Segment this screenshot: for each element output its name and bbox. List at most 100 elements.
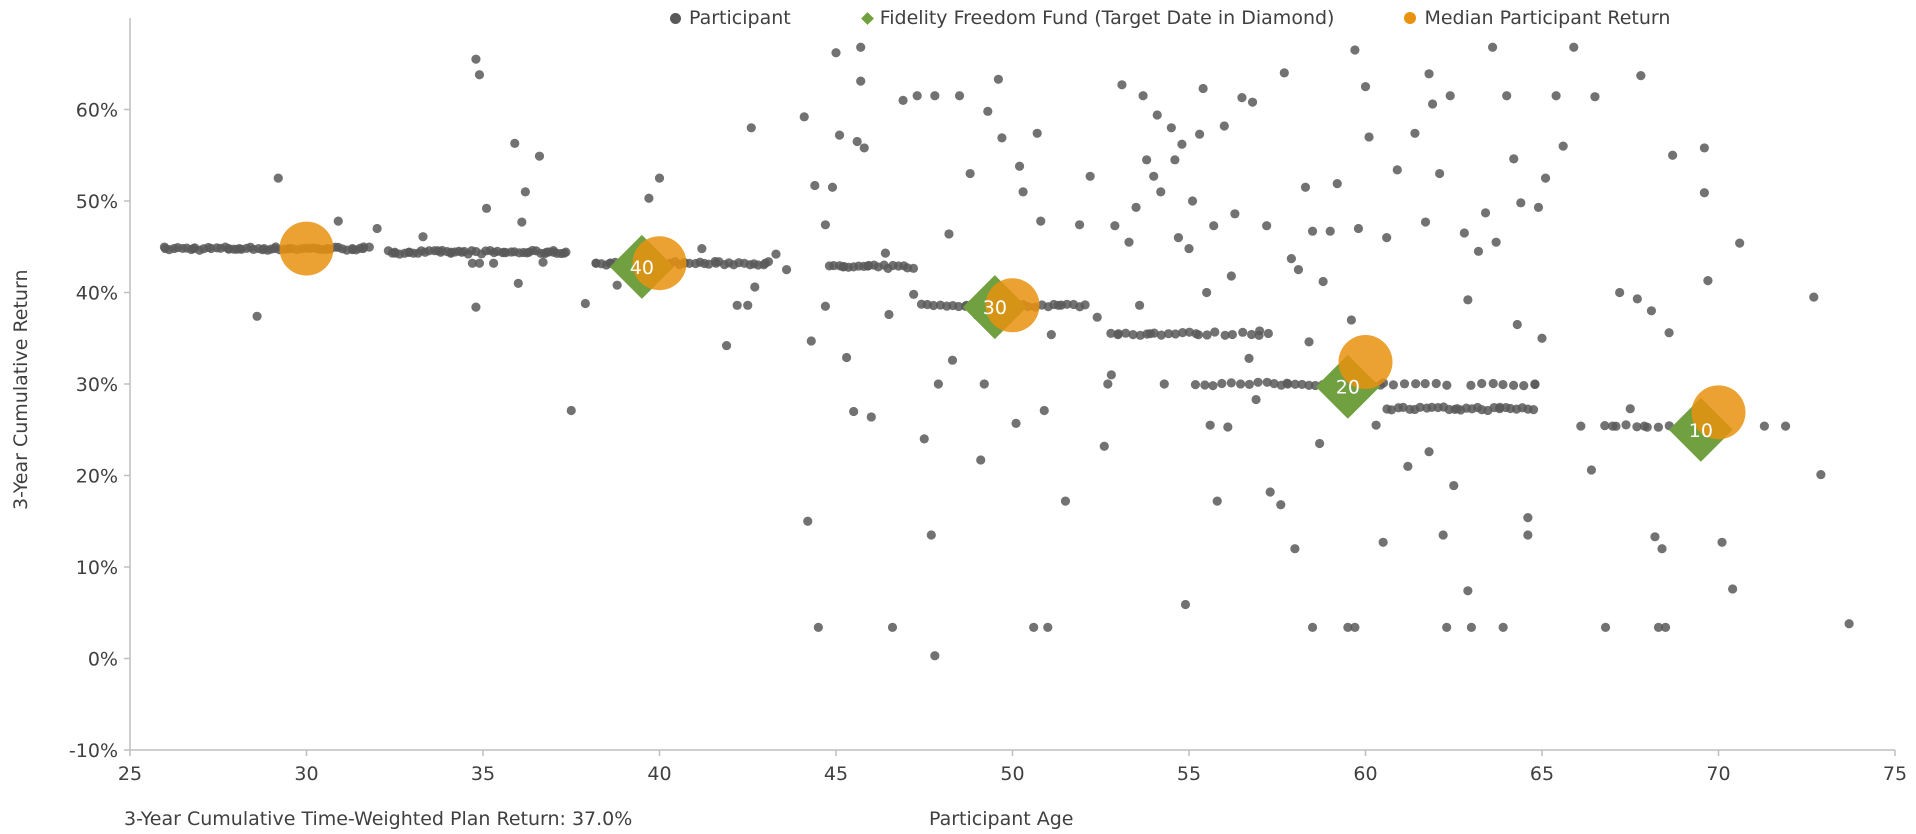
y-tick-label: 40% <box>76 283 118 305</box>
participant-point <box>1187 196 1198 206</box>
participant-point <box>1509 154 1519 164</box>
participant-point <box>863 261 873 271</box>
participant-point <box>1445 91 1455 101</box>
participant-point <box>1121 328 1131 338</box>
participant-point <box>1156 330 1166 340</box>
participant-point <box>1110 221 1120 231</box>
participant-point <box>234 243 245 254</box>
participant-point <box>1180 599 1191 610</box>
participant-point <box>1466 622 1476 632</box>
participant-point <box>520 187 530 197</box>
participant-point <box>810 180 820 191</box>
participant-point <box>524 247 534 257</box>
x-tick-labels: 25 30 35 40 45 50 55 60 65 70 75 <box>118 750 1907 785</box>
participant-point <box>1255 326 1265 336</box>
median-circle <box>632 236 687 291</box>
participant-point <box>1780 421 1791 431</box>
participant-point <box>852 136 862 147</box>
participant-point <box>1528 405 1539 415</box>
participant-point <box>559 248 569 258</box>
participant-point <box>930 651 940 661</box>
participant-point <box>1238 327 1248 337</box>
participant-point <box>549 247 559 257</box>
participant-point <box>1844 619 1854 629</box>
participant-point <box>1297 379 1307 390</box>
participant-point <box>1759 421 1769 431</box>
participant-point <box>1512 319 1522 330</box>
participant-point <box>760 258 771 268</box>
participant-point <box>1293 265 1304 275</box>
participant-point <box>856 76 866 86</box>
participant-point <box>1184 243 1194 254</box>
participant-point <box>884 309 894 320</box>
participant-point <box>1442 380 1452 390</box>
participant-point <box>1212 496 1222 506</box>
participant-point <box>1498 379 1508 390</box>
participant-point <box>1551 91 1561 101</box>
participant-point <box>1307 622 1318 632</box>
participant-point <box>799 112 809 122</box>
legend-label-fund: Fidelity Freedom Fund (Target Date in Di… <box>879 7 1335 29</box>
participant-point <box>1540 173 1551 183</box>
legend-label-participant: Participant <box>689 7 791 29</box>
y-tick-label: 10% <box>76 557 118 579</box>
participant-point <box>1325 226 1335 236</box>
x-tick-label: 50 <box>1000 763 1024 785</box>
participant-point <box>1060 496 1071 506</box>
participant-point <box>1230 209 1240 219</box>
participant-point <box>1177 139 1187 149</box>
median-circle <box>279 221 334 276</box>
participant-point <box>1011 418 1021 428</box>
participant-point <box>1318 276 1328 287</box>
fund-target-label: 30 <box>983 297 1007 319</box>
participant-point <box>750 282 760 292</box>
participant-point <box>1435 168 1445 179</box>
legend-label-median: Median Participant Return <box>1424 7 1671 29</box>
participant-point <box>1276 500 1286 510</box>
y-tick-label: 0% <box>88 649 118 671</box>
participant-point <box>1639 421 1649 431</box>
participant-point <box>517 217 527 227</box>
x-axis-title: Participant Age <box>929 808 1074 830</box>
participant-point <box>1286 254 1296 264</box>
participant-point <box>333 216 343 226</box>
participant-point <box>1202 330 1212 340</box>
participant-point <box>1657 544 1667 554</box>
participant-point <box>1660 622 1671 632</box>
participant-point <box>838 262 848 272</box>
participant-point <box>1062 299 1072 309</box>
participant-point <box>841 352 852 363</box>
participant-point <box>1487 42 1498 52</box>
participant-point <box>1735 238 1745 248</box>
participant-point <box>1142 155 1152 165</box>
participant-point <box>1113 329 1123 339</box>
participant-point <box>1170 329 1181 339</box>
x-tick-label: 55 <box>1177 763 1201 785</box>
participant-point <box>1223 422 1233 432</box>
participant-point <box>1386 405 1397 415</box>
fund-target-label: 40 <box>630 257 654 279</box>
participant-point <box>273 173 283 183</box>
fund-target-label: 10 <box>1689 420 1713 442</box>
participant-point <box>1728 584 1738 594</box>
participant-point <box>880 248 891 258</box>
y-tick-label: 20% <box>76 466 118 488</box>
participant-point <box>1495 404 1505 414</box>
participant-point <box>1237 93 1247 103</box>
participant-point <box>1438 530 1448 540</box>
participant-point <box>188 243 199 254</box>
participant-point <box>1646 306 1657 316</box>
y-tick-labels: -10% 0% 10% 20% 30% 40% 50% 60% <box>69 100 130 762</box>
x-tick-label: 65 <box>1530 763 1554 785</box>
participant-point <box>1420 217 1431 227</box>
participant-point <box>1360 82 1371 92</box>
axes <box>129 18 1895 751</box>
participant-point <box>831 48 841 58</box>
participant-point <box>1283 379 1293 389</box>
participant-point <box>746 123 756 133</box>
participant-point <box>1533 202 1544 213</box>
participant-point <box>1449 480 1459 491</box>
participant-point <box>976 455 986 465</box>
participant-point <box>654 173 665 183</box>
participant-point <box>1198 83 1208 94</box>
